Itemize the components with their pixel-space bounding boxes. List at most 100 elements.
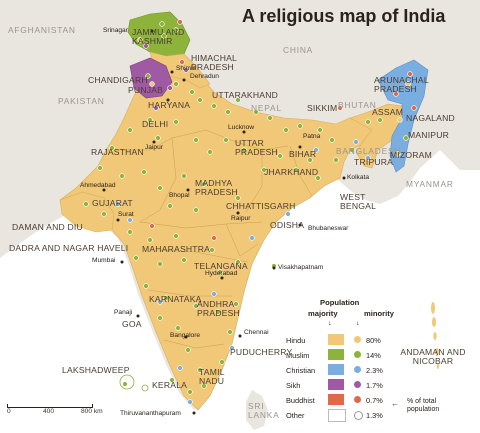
state-label-telangana: TELANGANA — [194, 261, 248, 271]
christian-minority-dots — [115, 139, 371, 405]
state-label-lakshadweep: LAKSHADWEEP — [62, 365, 130, 375]
country-label-myanmar: MYANMAR — [406, 179, 454, 189]
state-label-tripura: TRIPURA — [354, 157, 394, 167]
city-label-raipur: Raipur — [231, 215, 251, 222]
legend-note-arrow: ← — [391, 399, 399, 408]
scale-zero: 0 — [7, 408, 11, 415]
map-title: A religious map of India — [242, 6, 446, 26]
city-markers — [102, 29, 346, 415]
state-label-assam: ASSAM — [372, 107, 404, 117]
state-label-sikkim: SIKKIM — [307, 103, 338, 113]
city-label-kolkata: Kolkata — [347, 174, 369, 181]
legend-arrow-majority: ↓ — [328, 320, 332, 327]
scale-line — [7, 404, 93, 408]
legend-row-christian: Christian 2.3% — [278, 364, 448, 376]
legend-swatch-other — [328, 409, 346, 422]
state-label-goa: GOA — [122, 319, 142, 329]
state-label-daman-diu: DAMAN AND DIU — [12, 222, 83, 232]
country-label-bangladesh: BANGLADESH — [336, 146, 402, 156]
legend-swatch-hindu — [328, 334, 344, 345]
india-mainland — [59, 63, 375, 411]
state-label-maharashtra: MAHARASHTRA — [142, 244, 211, 254]
state-label-uttar-pradesh: UTTAR PRADESH — [235, 138, 278, 158]
city-label-bhopal: Bhopal — [169, 192, 190, 199]
punjab-sikh — [129, 57, 173, 99]
state-label-bihar: BIHAR — [289, 149, 317, 159]
state-label-dadra: DADRA AND NAGAR HAVELI — [9, 243, 129, 253]
legend-value-hindu: 80% — [366, 336, 381, 345]
scale-bar: 0 400 800 km — [7, 404, 107, 424]
legend-dot-hindu — [354, 336, 361, 343]
city-label-visakhapatnam: Visakhapatnam — [278, 264, 324, 271]
legend-row-buddhist: Buddhist 0.7% — [278, 394, 448, 406]
state-label-odisha: ODISHA — [270, 220, 305, 230]
state-label-kerala: KERALA — [152, 380, 188, 390]
legend-value-sikh: 1.7% — [366, 381, 383, 390]
legend-label-buddhist: Buddhist — [286, 396, 315, 405]
gujarat-peninsula — [59, 191, 115, 233]
legend-note: % of total population — [407, 398, 440, 414]
state-label-uttarakhand: UTTARAKHAND — [212, 90, 279, 100]
state-label-mizoram: MIZORAM — [390, 150, 432, 160]
country-label-bhutan: BHUTAN — [338, 100, 377, 110]
legend-dot-christian — [354, 366, 361, 373]
state-label-west-bengal: WEST BENGAL — [340, 192, 377, 212]
state-label-tamil-nadu: TAMIL NADU — [199, 367, 225, 387]
legend-row-other: Other 1.3% — [278, 409, 448, 422]
northeast-christian — [377, 59, 429, 173]
state-label-andaman: ANDAMAN AND NICOBAR — [400, 347, 466, 367]
country-label-afghanistan: AFGHANISTAN — [8, 25, 76, 35]
legend-value-other: 1.3% — [366, 411, 383, 420]
legend-row-muslim: Muslim 14% — [278, 349, 448, 361]
state-label-andhra: ANDHRA PRADESH — [197, 299, 240, 319]
legend-row-hindu: Hindu 80% — [278, 334, 448, 346]
scale-end: 800 km — [81, 408, 103, 415]
assam-region — [349, 103, 403, 169]
state-label-chhattisgarh: CHHATTISGARH — [226, 201, 296, 211]
legend-value-muslim: 14% — [366, 351, 381, 360]
sri-lanka-land — [246, 390, 268, 430]
state-label-chandigarh: CHANDIGARH — [88, 75, 148, 85]
legend-heading-population: Population — [320, 298, 360, 307]
legend-dot-other — [354, 411, 363, 420]
legend-dot-sikh — [354, 381, 361, 388]
legend-dot-buddhist — [354, 396, 361, 403]
legend-label-other: Other — [286, 411, 305, 420]
hindu-minority-dots — [137, 37, 411, 157]
andaman-islands — [431, 302, 440, 369]
state-label-jharkhand: JHARKHAND — [264, 167, 319, 177]
legend-swatch-muslim — [328, 349, 344, 360]
legend-row-sikh: Sikh 1.7% — [278, 379, 448, 391]
sikh-minority-dots — [143, 43, 189, 111]
city-label-shimla: Shimla — [176, 65, 197, 72]
city-label-lucknow: Lucknow — [228, 124, 255, 131]
country-label-pakistan: PAKISTAN — [58, 96, 105, 106]
country-label-sri-lanka: SRI LANKA — [248, 401, 280, 421]
state-label-gujarat: GUJARAT — [92, 198, 133, 208]
legend-heading-minority: minority — [364, 309, 394, 318]
state-label-madhya-pradesh: MADHYA PRADESH — [195, 178, 238, 198]
state-label-nagaland: NAGALAND — [406, 113, 455, 123]
city-label-bangalore: Bangalore — [170, 332, 201, 339]
legend-arrow-minority: ↓ — [356, 320, 360, 327]
legend-value-buddhist: 0.7% — [366, 396, 383, 405]
legend-swatch-buddhist — [328, 394, 344, 405]
state-label-manipur: MANIPUR — [408, 130, 450, 140]
scale-mid: 400 — [43, 408, 55, 415]
city-label-panaji: Panaji — [114, 309, 133, 316]
state-label-puducherry: PUDUCHERRY — [230, 347, 293, 357]
city-label-bhubaneswar: Bhubaneswar — [308, 225, 349, 232]
city-label-thiruvananthapuram: Thiruvananthapuram — [120, 410, 181, 417]
muslim-minority-dots — [83, 21, 409, 395]
legend-label-muslim: Muslim — [286, 351, 310, 360]
city-label-dehradun: Dehradun — [190, 73, 219, 80]
city-label-srinagar: Srinagar — [103, 27, 128, 34]
state-label-himachal: HIMACHAL PRADESH — [191, 53, 237, 73]
state-label-karnataka: KARNATAKA — [149, 294, 202, 304]
state-label-haryana: HARYANA — [148, 100, 191, 110]
legend-swatch-christian — [328, 364, 344, 375]
legend-dot-muslim — [354, 351, 361, 358]
buddhist-minority-dots — [149, 19, 417, 241]
